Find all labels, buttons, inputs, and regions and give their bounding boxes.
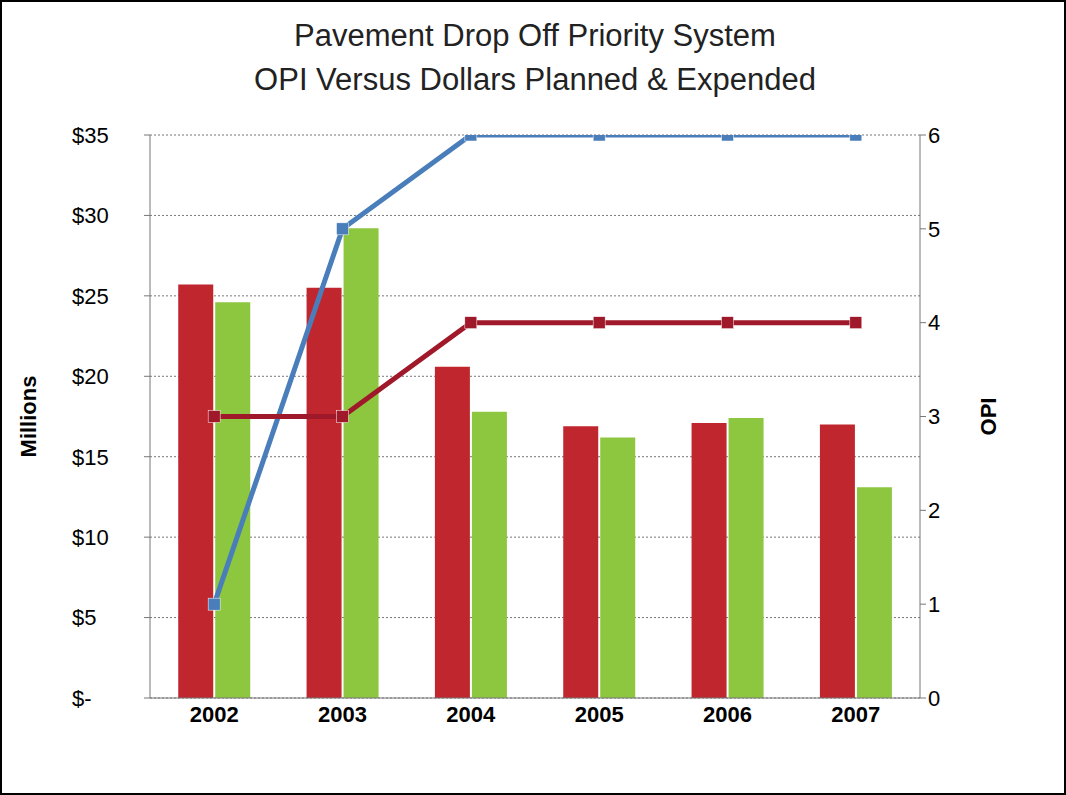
svg-text:Millions: Millions	[16, 376, 41, 458]
svg-text:$-: $-	[72, 686, 92, 711]
svg-text:$10: $10	[72, 525, 109, 550]
svg-text:4: 4	[928, 310, 940, 335]
svg-text:$20: $20	[72, 364, 109, 389]
svg-text:5: 5	[928, 217, 940, 242]
svg-text:2007: 2007	[831, 702, 880, 727]
svg-text:2004: 2004	[446, 702, 496, 727]
svg-text:OPI: OPI	[976, 398, 1001, 436]
svg-text:2006: 2006	[703, 702, 752, 727]
svg-text:$15: $15	[72, 445, 109, 470]
svg-text:0: 0	[928, 686, 940, 711]
svg-text:1: 1	[928, 592, 940, 617]
svg-text:6: 6	[928, 123, 940, 148]
svg-text:$35: $35	[72, 123, 109, 148]
html-text:OPI Versus Dollars Planned & E: OPI Versus Dollars Planned & Expended	[254, 62, 816, 97]
svg-text:2003: 2003	[318, 702, 367, 727]
svg-text:3: 3	[928, 404, 940, 429]
svg-text:2: 2	[928, 498, 940, 523]
svg-text:$25: $25	[72, 284, 109, 309]
svg-text:2002: 2002	[190, 702, 239, 727]
svg-text:$30: $30	[72, 203, 109, 228]
svg-text:2005: 2005	[575, 702, 624, 727]
html-text:Pavement Drop Off Priority Sys: Pavement Drop Off Priority System	[294, 18, 776, 53]
svg-text:$5: $5	[72, 605, 96, 630]
